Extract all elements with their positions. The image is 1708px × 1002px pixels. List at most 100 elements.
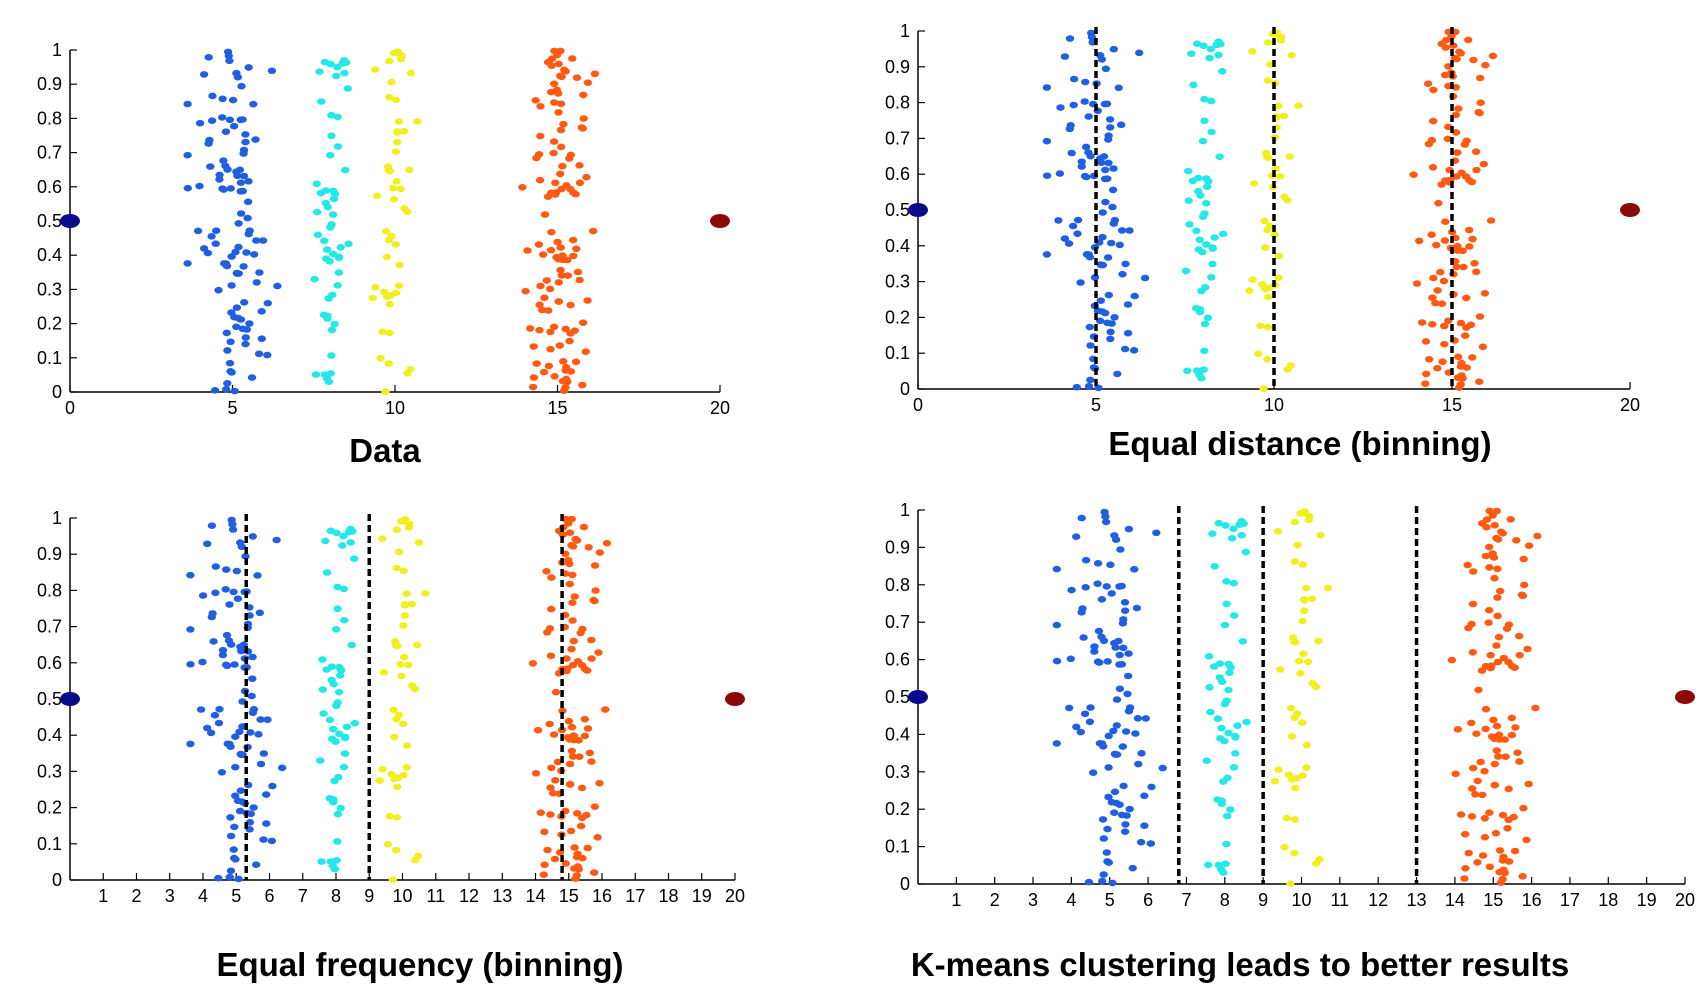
- scatter-point: [1509, 813, 1518, 821]
- scatter-point: [1467, 813, 1477, 820]
- scatter-point: [1123, 690, 1132, 698]
- y-tick-label: 0.7: [37, 143, 62, 163]
- x-tick-label: 1: [98, 886, 108, 906]
- scatter-point: [546, 345, 555, 353]
- scatter-point: [1103, 658, 1112, 665]
- scatter-point: [404, 661, 413, 669]
- scatter-point: [341, 166, 350, 174]
- scatter-point: [549, 80, 559, 88]
- scatter-point: [1495, 847, 1505, 854]
- scatter-point: [1496, 587, 1505, 595]
- scatter-point: [277, 764, 287, 772]
- scatter-point: [1465, 226, 1474, 234]
- scatter-point: [227, 282, 236, 289]
- scatter-point: [1440, 71, 1450, 79]
- panel-data: 00.10.20.30.40.50.60.70.80.910 5 10 15 20: [37, 40, 730, 418]
- scatter-point: [550, 99, 559, 106]
- scatter-point: [236, 179, 246, 186]
- scatter-point: [1298, 719, 1307, 726]
- scatter-point: [1056, 104, 1065, 111]
- outlier-point: [1675, 690, 1695, 704]
- scatter-point: [1095, 659, 1104, 666]
- outlier-point: [710, 214, 730, 228]
- scatter-point: [214, 874, 223, 882]
- scatter-point: [1302, 584, 1311, 592]
- scatter-point: [323, 246, 332, 253]
- scatter-point: [572, 74, 582, 81]
- scatter-point: [1216, 735, 1225, 742]
- scatter-point: [383, 293, 392, 300]
- scatter-point: [335, 730, 344, 738]
- scatter-point: [1229, 579, 1239, 587]
- scatter-point: [1290, 849, 1299, 857]
- x-tick-label: 10: [392, 886, 412, 906]
- scatter-point: [1504, 621, 1514, 628]
- scatter-point: [1112, 722, 1122, 729]
- scatter-point: [1123, 329, 1133, 337]
- scatter-point: [392, 564, 401, 572]
- scatter-point: [1104, 793, 1113, 801]
- x-tick-label: 0: [65, 398, 75, 418]
- scatter-point: [590, 803, 600, 810]
- scatter-point: [232, 269, 241, 277]
- scatter-point: [332, 529, 341, 537]
- scatter-point: [561, 384, 570, 391]
- scatter-point: [570, 327, 579, 335]
- scatter-point: [1192, 227, 1201, 235]
- scatter-point: [258, 237, 268, 244]
- scatter-point: [378, 766, 387, 773]
- scatter-point: [1510, 847, 1520, 855]
- scatter-point: [1121, 260, 1130, 268]
- scatter-point: [1112, 696, 1122, 703]
- scatter-point: [228, 521, 237, 528]
- scatter-point: [186, 571, 195, 579]
- scatter-point: [543, 629, 552, 636]
- scatter-point: [1519, 555, 1528, 563]
- scatter-point: [413, 641, 422, 649]
- scatter-point: [1115, 651, 1124, 659]
- scatter-point: [1102, 583, 1111, 590]
- scatter-point: [1130, 566, 1139, 573]
- scatter-point: [195, 119, 205, 127]
- scatter-point: [1479, 160, 1489, 168]
- x-tick-label: 10: [385, 398, 405, 418]
- scatter-point: [368, 294, 377, 302]
- scatter-point: [254, 731, 263, 738]
- scatter-point: [556, 126, 566, 134]
- panel-equal-frequency: 00.10.20.30.40.50.60.70.80.911 2 3 4 5 6 7 8 9 10…: [37, 508, 745, 906]
- scatter-point: [1052, 565, 1062, 573]
- x-tick-label: 11: [1331, 890, 1350, 910]
- y-tick-label: 0.3: [885, 272, 910, 292]
- y-tick-label: 0.5: [885, 200, 910, 220]
- scatter-point: [1287, 733, 1297, 740]
- scatter-point: [392, 814, 401, 821]
- scatter-point: [327, 132, 336, 140]
- x-tick-label: 14: [1445, 890, 1465, 910]
- scatter-point: [1504, 658, 1513, 666]
- scatter-point: [1515, 651, 1524, 659]
- scatter-point: [1131, 730, 1140, 737]
- scatter-point: [389, 49, 399, 57]
- scatter-point: [332, 702, 341, 710]
- scatter-point: [1480, 815, 1490, 822]
- scatter-point: [273, 282, 282, 290]
- scatter-point: [1480, 290, 1490, 297]
- scatter-point: [1103, 319, 1112, 327]
- x-tick-label: 16: [1522, 890, 1542, 910]
- scatter-point: [1237, 517, 1246, 525]
- scatter-point: [1181, 267, 1191, 275]
- scatter-point: [1409, 171, 1418, 178]
- scatter-point: [1481, 552, 1491, 560]
- scatter-point: [583, 79, 593, 86]
- scatter-point: [1468, 354, 1477, 361]
- scatter-point: [1287, 704, 1296, 712]
- scatter-point: [214, 719, 224, 727]
- scatter-point: [330, 777, 339, 785]
- x-tick-label: 7: [1181, 890, 1191, 910]
- scatter-point: [1476, 758, 1485, 766]
- scatter-point: [1118, 620, 1128, 627]
- x-tick-label: 2: [131, 886, 141, 906]
- scatter-point: [206, 729, 216, 737]
- y-tick-label: 0.2: [37, 798, 62, 818]
- scatter-point: [535, 301, 544, 309]
